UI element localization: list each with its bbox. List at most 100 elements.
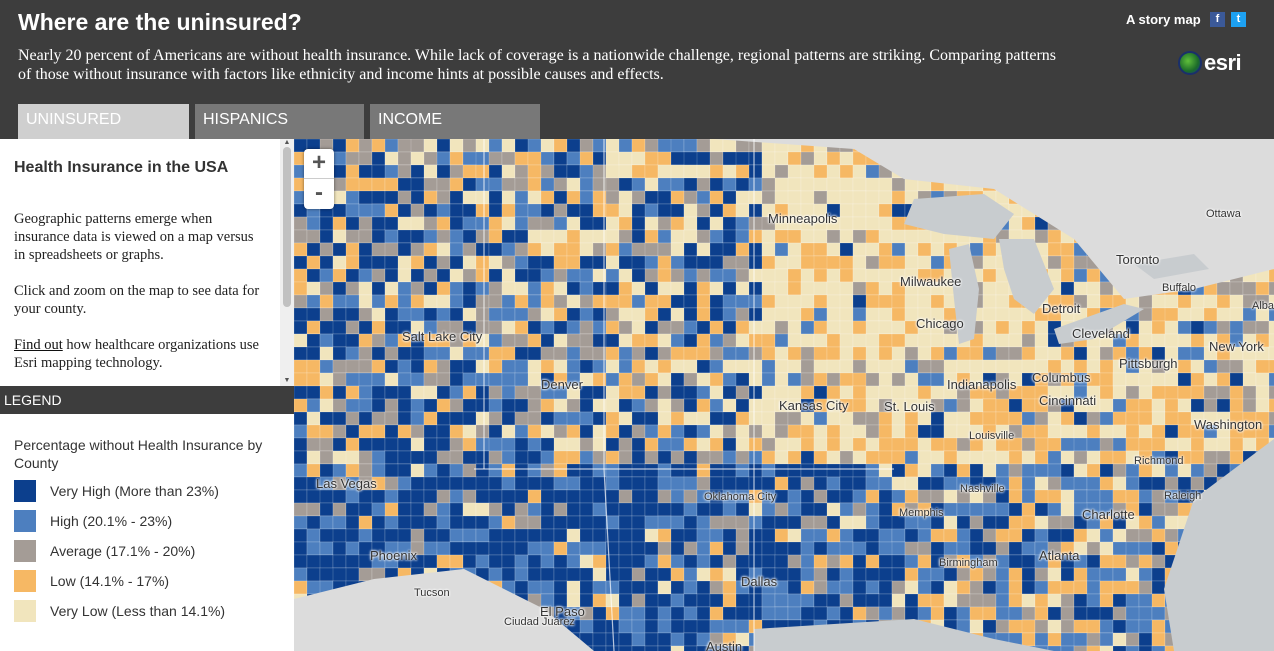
county-cell xyxy=(839,372,854,387)
county-cell xyxy=(1047,476,1062,491)
county-cell xyxy=(410,139,425,153)
county-cell xyxy=(397,255,412,270)
county-cell xyxy=(930,489,945,504)
zoom-in-button[interactable]: + xyxy=(304,149,334,179)
county-cell xyxy=(774,437,789,452)
county-cell xyxy=(579,177,594,192)
county-cell xyxy=(800,463,815,478)
county-cell xyxy=(527,281,542,296)
county-cell xyxy=(982,268,997,283)
county-cell xyxy=(488,359,503,374)
county-cell xyxy=(566,424,581,439)
county-cell xyxy=(345,346,360,361)
county-cell xyxy=(709,164,724,179)
county-layer[interactable] xyxy=(294,139,1274,651)
city-label: Washington xyxy=(1194,417,1263,432)
city-label: New York xyxy=(1209,339,1264,354)
county-cell xyxy=(371,489,386,504)
county-cell xyxy=(1021,554,1036,569)
county-cell xyxy=(462,190,477,205)
county-cell xyxy=(800,489,815,504)
county-cell xyxy=(579,151,594,166)
city-label: Austin xyxy=(706,639,743,651)
county-cell xyxy=(657,424,672,439)
county-cell xyxy=(449,294,464,309)
county-cell xyxy=(865,580,880,595)
scroll-down-icon[interactable]: ▼ xyxy=(283,377,291,384)
city-label: Oklahoma City xyxy=(704,491,777,503)
county-cell xyxy=(294,489,308,504)
county-cell xyxy=(1125,437,1140,452)
county-cell xyxy=(683,437,698,452)
county-cell xyxy=(657,580,672,595)
county-cell xyxy=(1073,645,1088,651)
county-cell xyxy=(683,580,698,595)
county-cell xyxy=(943,424,958,439)
scroll-up-icon[interactable]: ▲ xyxy=(283,139,291,146)
county-cell xyxy=(410,450,425,465)
county-cell xyxy=(1008,216,1023,231)
county-cell xyxy=(683,489,698,504)
county-cell xyxy=(527,528,542,543)
county-cell xyxy=(891,320,906,335)
county-cell xyxy=(1268,424,1274,439)
county-cell xyxy=(488,281,503,296)
county-cell xyxy=(1138,645,1153,651)
scroll-thumb[interactable] xyxy=(283,147,291,307)
county-cell xyxy=(839,515,854,530)
esri-logo[interactable]: esri xyxy=(1178,50,1242,76)
tab-income[interactable]: INCOME xyxy=(370,104,540,139)
county-cell xyxy=(865,593,880,608)
county-cell xyxy=(1138,606,1153,621)
county-cell xyxy=(1125,476,1140,491)
county-cell xyxy=(579,268,594,283)
county-cell xyxy=(735,346,750,361)
county-cell xyxy=(1073,580,1088,595)
county-cell xyxy=(605,385,620,400)
county-cell xyxy=(709,281,724,296)
city-label: Dallas xyxy=(741,574,778,589)
county-cell xyxy=(670,281,685,296)
county-cell xyxy=(683,242,698,257)
county-cell xyxy=(475,554,490,569)
county-cell xyxy=(774,411,789,426)
facebook-icon[interactable]: f xyxy=(1210,12,1225,27)
county-cell xyxy=(358,164,373,179)
county-cell xyxy=(579,476,594,491)
choropleth-map[interactable]: + - Minneapolis Ottawa Toronto Milwaukee Buf… xyxy=(294,139,1274,651)
county-cell xyxy=(1164,528,1179,543)
county-cell xyxy=(371,515,386,530)
county-cell xyxy=(306,229,321,244)
info-scrollbar[interactable]: ▲ ▼ xyxy=(280,139,294,386)
zoom-out-button[interactable]: - xyxy=(315,179,323,206)
county-cell xyxy=(294,281,308,296)
county-cell xyxy=(294,424,308,439)
county-cell xyxy=(527,489,542,504)
tab-uninsured[interactable]: UNINSURED xyxy=(18,104,189,139)
county-cell xyxy=(410,268,425,283)
find-out-link[interactable]: Find out xyxy=(14,337,63,353)
county-cell xyxy=(358,424,373,439)
county-cell xyxy=(748,476,763,491)
county-cell xyxy=(1125,489,1140,504)
county-cell xyxy=(696,593,711,608)
county-cell xyxy=(371,385,386,400)
county-cell xyxy=(839,203,854,218)
county-cell xyxy=(956,502,971,517)
county-cell xyxy=(540,139,555,153)
county-cell xyxy=(878,190,893,205)
tab-hispanics[interactable]: HISPANICS xyxy=(195,104,364,139)
twitter-icon[interactable]: t xyxy=(1231,12,1246,27)
county-cell xyxy=(449,268,464,283)
county-cell xyxy=(1177,424,1192,439)
county-cell xyxy=(397,515,412,530)
county-cell xyxy=(865,359,880,374)
county-cell xyxy=(345,385,360,400)
county-cell xyxy=(1255,385,1270,400)
county-cell xyxy=(735,229,750,244)
county-cell xyxy=(813,229,828,244)
county-cell xyxy=(1047,346,1062,361)
county-cell xyxy=(371,255,386,270)
county-cell xyxy=(787,151,802,166)
county-cell xyxy=(761,281,776,296)
